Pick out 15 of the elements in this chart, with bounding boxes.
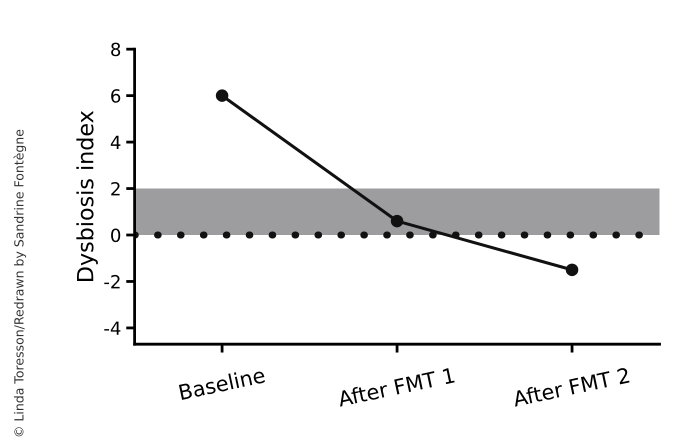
y-tick-label: -2 (104, 274, 120, 288)
y-axis-title: Dysbiosis index (76, 110, 98, 281)
text: © Linda Toresson/Redrawn by Sandrine Fontègne (13, 130, 26, 436)
y-tick-label: 8 (111, 42, 120, 56)
x-tick-label: After FMT 2 (512, 366, 630, 407)
point (216, 89, 228, 102)
y-tick-label: 0 (111, 228, 120, 242)
y-tick-label: 6 (111, 89, 120, 103)
y-tick-label: 4 (110, 136, 120, 149)
y-tick-label: -4 (104, 322, 120, 335)
x-tick-label: After FMT 1 (336, 366, 455, 407)
y-tick-label: 2 (111, 182, 120, 196)
x-tick-label: Baseline (178, 366, 266, 400)
point (390, 214, 404, 228)
point (566, 264, 578, 276)
